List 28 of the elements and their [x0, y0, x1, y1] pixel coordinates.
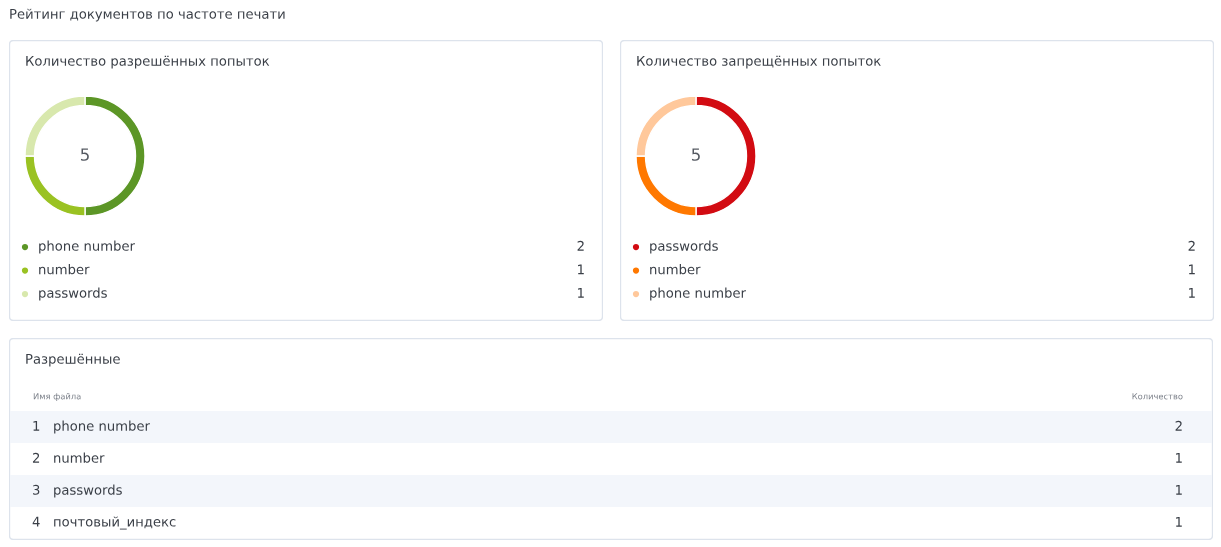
data-label: 1: [1189, 288, 1195, 298]
data-label: 1: [1176, 453, 1182, 463]
category-label: 1 phone number: [33, 420, 150, 434]
category-label: 2 number: [32, 452, 105, 463]
data-label: 2: [1188, 240, 1195, 251]
legend-label: phone number: [650, 287, 746, 301]
legend-label: phone number: [39, 240, 135, 254]
legend-label: number: [39, 264, 90, 275]
category-label: 4 почтовый_индекс: [32, 516, 176, 530]
legend-label: number: [650, 264, 701, 275]
text: Рейтинг документов по частоте печати: [10, 8, 285, 22]
data-label: 2: [1175, 420, 1182, 431]
data-label: 1: [1176, 517, 1182, 527]
chart-title: Количество разрешённых попыток: [26, 55, 270, 69]
category-label: 3 passwords: [33, 484, 122, 498]
legend-label: passwords: [650, 240, 718, 254]
legend-label: passwords: [39, 287, 107, 301]
data-label: 1: [578, 264, 584, 275]
text: Имя файла: [33, 393, 81, 402]
text: Разрешённые: [26, 353, 120, 367]
data-label: 1: [1189, 264, 1195, 275]
text: 5: [691, 148, 700, 161]
text: Количество: [1132, 393, 1183, 400]
data-label: 1: [578, 288, 584, 298]
chart-title: Количество запрещённых попыток: [637, 55, 881, 69]
text: 5: [80, 148, 89, 161]
data-label: 1: [1176, 485, 1182, 495]
data-label: 2: [577, 240, 584, 251]
